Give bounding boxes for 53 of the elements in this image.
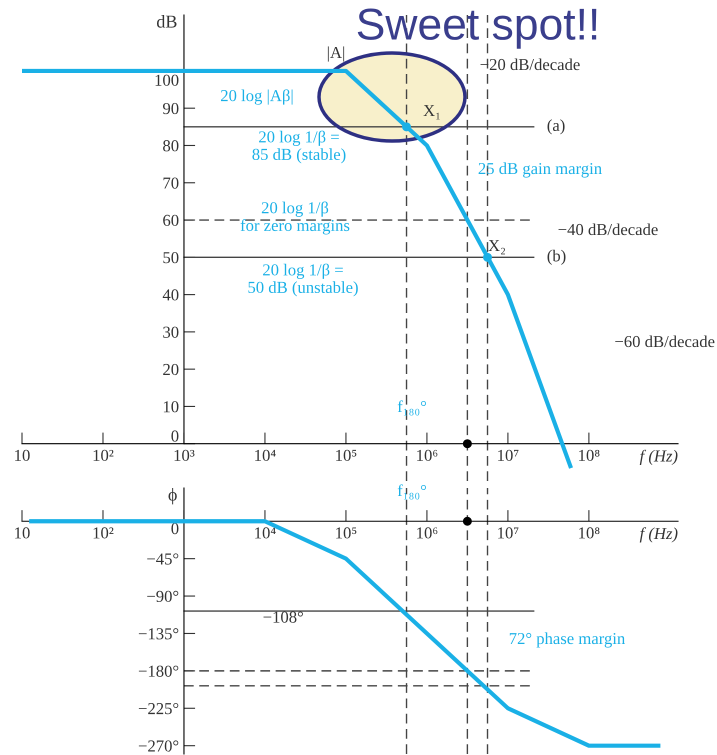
annotation: −40 dB/decade [558,223,658,236]
ref-line-label: (a) [548,119,565,134]
annotation: X₂ [488,240,506,254]
y-tick-label: 30 [163,326,178,338]
y-tick-label: 90 [162,102,178,114]
x-tick-label: 10⁷ [498,450,518,462]
y-tick-label: 0 [171,522,178,534]
y-tick-label: 0 [171,430,178,442]
x-tick-label: 10² [94,527,114,539]
annotation: 72° phase margin [510,632,626,648]
annotation: X₁ [423,105,440,120]
annotation: 20 log 1/β = 85 dB (stable) [252,130,346,164]
x-tick-label: 10⁴ [255,450,276,462]
y-tick-label: −135° [138,628,178,640]
x-tick-label: 10⁷ [498,527,518,539]
y-tick-label: −270° [138,740,178,752]
x-axis-title: f (Hz) [640,527,678,543]
x-tick-label: 10 [15,527,30,539]
x-tick-label: 10⁸ [579,450,600,462]
x-tick-label: 10⁶ [417,527,438,539]
y-tick-label: 100 [156,74,178,86]
annotation: 20 log |Aβ| [220,89,292,105]
x-axis-title: f (Hz) [640,450,678,466]
x-tick-label: 10⁵ [336,527,356,539]
y-tick-label: 20 [163,364,178,376]
y-tick-label: 60 [163,214,178,226]
y-axis-title: dB [156,15,177,28]
y-tick-label: 80 [163,140,178,152]
y-tick-label: 40 [162,289,178,301]
y-tick-label: −45° [147,553,178,565]
y-tick-label: 70 [164,177,178,189]
annotation: −60 dB/decade [615,335,714,348]
x-tick-label: 10² [94,450,114,462]
x-tick-label: 10 [15,450,30,462]
x-tick-label: 10⁴ [255,527,276,539]
annotation: f₁₈₀° [398,484,426,500]
ref-line-label: (b) [548,250,566,265]
annotation: 20 log 1/β for zero margins [240,201,350,235]
annotation: |A| [328,46,344,62]
x-tick-label: 10⁵ [336,450,356,462]
annotation: f₁₈₀° [398,400,426,416]
annotation: 20 log 1/β = 50 dB (unstable) [248,264,358,296]
x-tick-label: 10³ [174,450,194,462]
chart-title: Sweet spot!! [358,8,596,49]
x-tick-label: 10⁶ [417,450,438,462]
y-tick-label: 10 [164,401,178,412]
x-tick-label: 10⁸ [579,527,600,539]
y-tick-label: −225° [138,702,178,714]
ref-line-label: −108° [264,612,303,623]
y-axis-title: ϕ [168,488,177,504]
y-tick-label: −180° [138,666,178,677]
y-tick-label: 50 [163,252,178,264]
y-tick-label: −90° [147,590,178,602]
